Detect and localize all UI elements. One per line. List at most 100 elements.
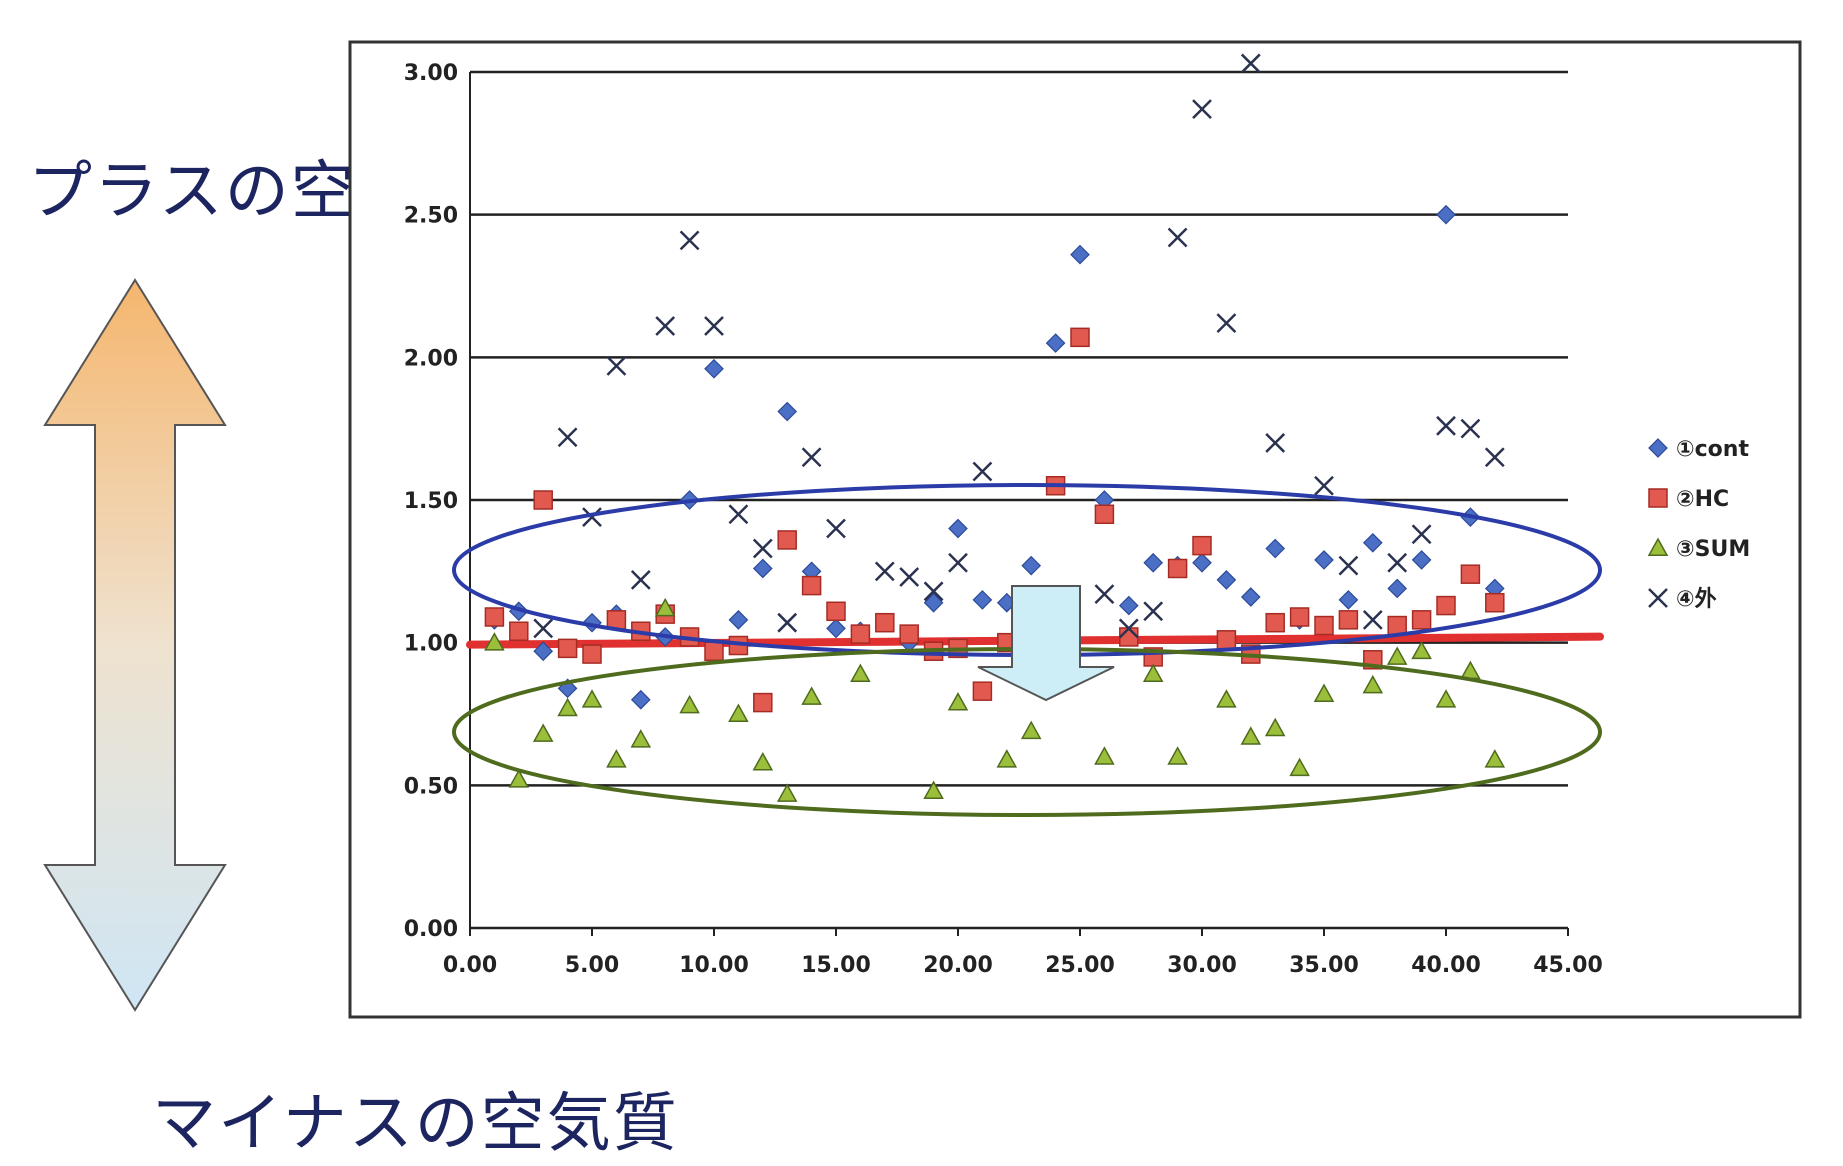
y-tick-label: 2.00: [404, 346, 458, 371]
triangle-point: [557, 697, 578, 717]
legend-marker: [1647, 537, 1669, 556]
legend-label: ②HC: [1676, 487, 1729, 512]
chart-frame: [348, 40, 1802, 1019]
triangle-point: [752, 751, 774, 771]
triangle-point: [1216, 689, 1237, 708]
triangle-point: [1362, 674, 1384, 694]
square-point: [1436, 595, 1456, 616]
square-point: [1289, 607, 1310, 627]
triangle-point: [850, 663, 871, 683]
y-tick-label: 1.50: [404, 489, 458, 514]
y-tick-label: 2.50: [404, 204, 458, 229]
x-point: [874, 561, 895, 582]
square-point: [777, 530, 797, 550]
legend-marker: [1648, 438, 1668, 458]
x-tick-label: 35.00: [1289, 953, 1359, 978]
triangle-point: [801, 686, 822, 705]
triangle-point: [996, 749, 1018, 768]
triangle-point: [654, 597, 676, 617]
square-point: [972, 681, 993, 701]
diamond-point: [1192, 552, 1212, 573]
legend-label: ④外: [1676, 586, 1717, 612]
diamond-point: [1070, 244, 1090, 265]
square-point: [484, 607, 505, 627]
triangle-point: [679, 694, 700, 714]
x-point: [777, 612, 798, 633]
square-point: [582, 644, 602, 664]
triangle-point: [1167, 746, 1188, 765]
x-point: [1460, 418, 1481, 439]
square-point: [1265, 612, 1285, 633]
diamond-point: [923, 592, 944, 613]
x-point: [606, 356, 627, 376]
x-point: [801, 447, 822, 468]
x-tick-label: 20.00: [923, 953, 993, 978]
y-tick-label: 0.00: [404, 917, 458, 942]
x-point: [1118, 618, 1139, 639]
x-point: [1240, 53, 1261, 74]
x-point: [1362, 609, 1383, 630]
x-point: [1216, 313, 1237, 333]
x-tick-label: 10.00: [679, 953, 749, 978]
x-point: [923, 581, 944, 602]
square-point: [704, 641, 724, 661]
square-point: [753, 692, 773, 713]
double-arrow-icon: [43, 278, 227, 1012]
x-tick-label: 5.00: [565, 953, 619, 978]
diamond-point: [1143, 552, 1164, 573]
triangle-point: [1264, 717, 1286, 737]
square-point: [1070, 327, 1090, 348]
triangle-point: [1289, 757, 1310, 777]
x-point: [728, 504, 749, 525]
slide-label-negative: マイナスの空気質: [152, 1087, 679, 1161]
diamond-point: [533, 641, 554, 662]
x-point: [1265, 433, 1286, 453]
diamond-point: [1216, 570, 1237, 590]
x-point: [972, 461, 993, 482]
triangle-point: [1411, 640, 1432, 660]
x-point: [679, 230, 700, 251]
square-point: [557, 638, 578, 659]
square-point: [1119, 627, 1139, 647]
triangle-point: [508, 769, 530, 788]
diamond-point: [777, 401, 798, 422]
x-point: [1192, 99, 1212, 119]
x-tick-label: 30.00: [1167, 953, 1237, 978]
triangle-point: [1484, 749, 1506, 768]
diamond-point: [1240, 587, 1261, 607]
diamond-point: [1362, 532, 1383, 553]
triangle-point: [1386, 646, 1408, 665]
triangle-point: [630, 729, 652, 748]
diamond-point: [1338, 590, 1359, 610]
legend-marker: [1648, 588, 1668, 608]
diamond-point: [948, 518, 968, 539]
diamond-point: [728, 609, 749, 630]
square-point: [509, 621, 529, 642]
x-point: [582, 507, 602, 528]
triangle-point: [532, 723, 554, 742]
series-4: [533, 53, 1505, 639]
series-3: [484, 597, 1506, 802]
x-point: [1436, 415, 1456, 436]
x-point: [899, 567, 920, 587]
x-tick-label: 25.00: [1045, 953, 1115, 978]
square-point: [1192, 535, 1212, 556]
x-point: [1484, 447, 1505, 468]
x-point: [1094, 584, 1115, 605]
square-point: [1094, 504, 1115, 525]
diamond-point: [1411, 550, 1432, 570]
square-point: [875, 612, 895, 633]
x-tick-label: 40.00: [1411, 953, 1481, 978]
square-point: [1338, 610, 1359, 630]
diamond-point: [630, 689, 651, 710]
legend-label: ③SUM: [1676, 537, 1750, 562]
square-point: [1411, 610, 1432, 630]
triangle-point: [1020, 720, 1042, 740]
square-point: [850, 624, 871, 644]
x-tick-label: 45.00: [1533, 953, 1603, 978]
diamond-point: [1265, 538, 1286, 559]
x-point: [557, 427, 578, 448]
diamond-point: [1045, 333, 1066, 353]
diamond-point: [972, 590, 993, 610]
